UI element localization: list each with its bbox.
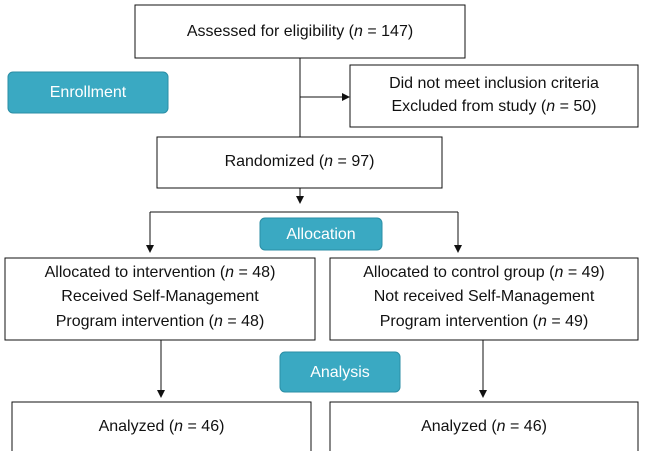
stage-label: Analysis (310, 364, 370, 381)
text-segment: Received Self-Management (61, 288, 259, 305)
text-segment: n (354, 23, 363, 40)
text-segment: = 48) (234, 264, 275, 281)
box-text: Allocated to intervention (n = 48) (45, 264, 276, 281)
box-text: Analyzed (n = 46) (421, 418, 547, 435)
box-text: Excluded from study (n = 50) (392, 98, 597, 115)
box-text: Program intervention (n = 49) (380, 313, 589, 330)
text-segment: = 147) (363, 23, 413, 40)
box-text: Analyzed (n = 46) (99, 418, 225, 435)
box-text: Allocated to control group (n = 49) (363, 264, 604, 281)
box (156, 136, 443, 189)
stage-badge (279, 351, 401, 393)
text-segment: Allocated to intervention ( (45, 264, 226, 281)
text-segment: Excluded from study ( (392, 98, 547, 115)
text-segment: Did not meet inclusion criteria (389, 75, 599, 92)
stage-label: Allocation (286, 226, 355, 243)
text-segment: = 48) (223, 313, 264, 330)
box-text: Not received Self-Management (374, 288, 595, 305)
box-text: Program intervention (n = 48) (56, 313, 265, 330)
text-segment: = 49) (547, 313, 588, 330)
text-segment: = 97) (333, 153, 374, 170)
text-segment: n (497, 418, 506, 435)
text-segment: = 49) (563, 264, 604, 281)
text-segment: Program intervention ( (56, 313, 215, 330)
stage-badge (7, 71, 169, 114)
box (11, 401, 312, 451)
text-segment: n (174, 418, 183, 435)
box (329, 257, 639, 341)
text-segment: Assessed for eligibility ( (187, 23, 355, 40)
stage-label: Enrollment (50, 84, 127, 101)
box (349, 64, 639, 128)
text-segment: = 46) (506, 418, 547, 435)
text-segment: Program intervention ( (380, 313, 539, 330)
text-segment: Randomized ( (225, 153, 325, 170)
text-segment: n (554, 264, 563, 281)
text-segment: Allocated to control group ( (363, 264, 555, 281)
box (4, 257, 316, 341)
text-segment: n (324, 153, 333, 170)
text-segment: Not received Self-Management (374, 288, 595, 305)
text-segment: Analyzed ( (421, 418, 497, 435)
text-segment: n (214, 313, 223, 330)
box (329, 401, 639, 451)
text-segment: = 50) (555, 98, 596, 115)
text-segment: n (546, 98, 555, 115)
text-segment: n (538, 313, 547, 330)
stage-badge (259, 217, 383, 251)
box (134, 4, 466, 59)
text-segment: n (225, 264, 234, 281)
box-text: Assessed for eligibility (n = 147) (187, 23, 413, 40)
text-segment: = 46) (183, 418, 224, 435)
text-segment: Analyzed ( (99, 418, 175, 435)
box-text: Received Self-Management (61, 288, 259, 305)
box-text: Randomized (n = 97) (225, 153, 375, 170)
box-text: Did not meet inclusion criteria (389, 75, 599, 92)
